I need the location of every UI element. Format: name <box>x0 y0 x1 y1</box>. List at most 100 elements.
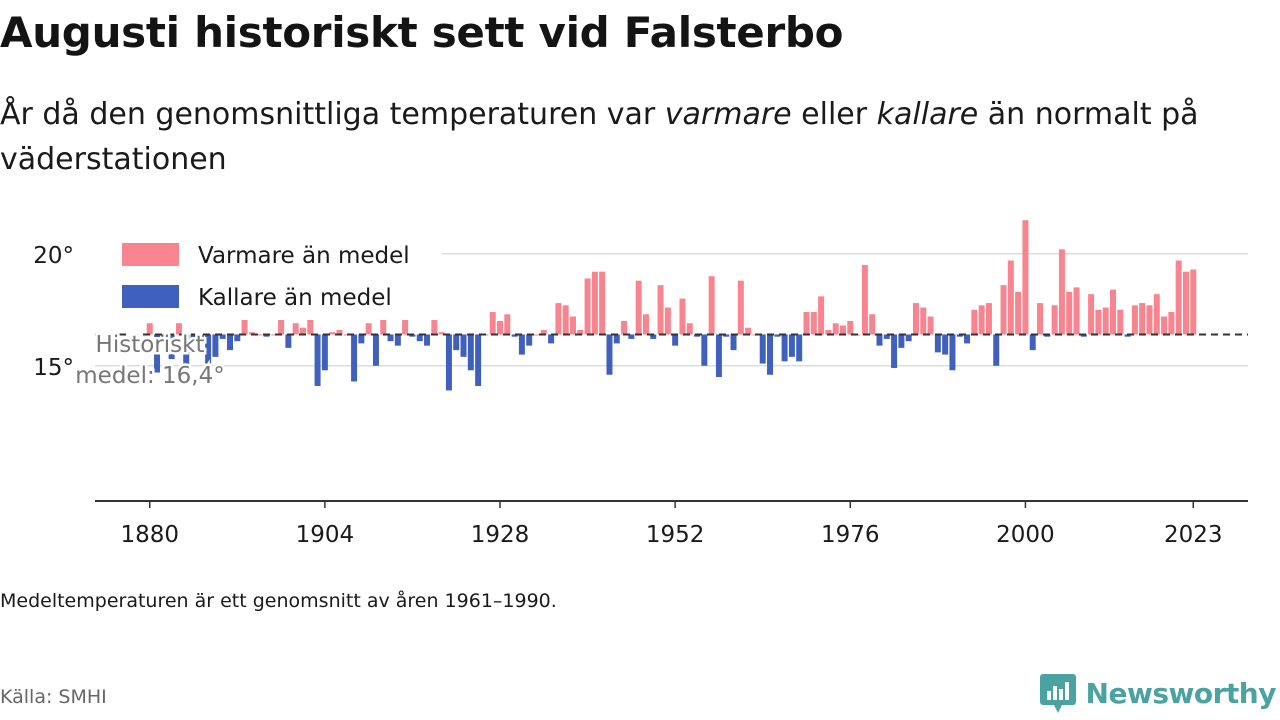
bar-cold <box>394 334 401 346</box>
bar-warm <box>336 329 343 335</box>
bar-cold <box>1044 334 1051 337</box>
bar-cold <box>796 334 803 362</box>
bar-cold <box>219 334 226 339</box>
bar-warm <box>1073 287 1080 335</box>
bar-warm <box>679 298 686 335</box>
bar-cold <box>1080 334 1087 337</box>
bar-warm <box>1117 309 1124 335</box>
bar-warm <box>555 303 562 335</box>
bar-cold <box>774 334 781 337</box>
bar-cold <box>788 334 795 357</box>
bar-warm <box>657 285 664 335</box>
bar-cold <box>694 334 701 337</box>
bar-warm <box>745 327 752 335</box>
bar-warm <box>584 278 591 335</box>
bar-warm <box>664 307 671 335</box>
bar-cold <box>759 334 766 364</box>
bar-warm <box>599 271 606 335</box>
bar-warm <box>1139 303 1146 335</box>
x-tick-label: 1952 <box>646 522 705 548</box>
bar-warm <box>971 309 978 335</box>
bar-cold <box>650 334 657 339</box>
bar-warm <box>146 323 153 335</box>
bar-cold <box>321 334 328 371</box>
bar-cold <box>409 334 416 337</box>
x-tick-label: 1904 <box>296 522 355 548</box>
bar-warm <box>248 332 255 335</box>
bar-cold <box>1029 334 1036 351</box>
bar-cold <box>905 334 912 342</box>
temperature-bar-chart: 1880 1904 1928 1952 1976 2000 2023 15° 20° Varm… <box>33 220 1248 548</box>
bar-cold <box>453 334 460 351</box>
bar-warm <box>292 323 299 335</box>
bar-warm <box>927 316 934 335</box>
legend-label-cold: Kallare än medel <box>198 285 392 311</box>
legend-label-warm: Varmare än medel <box>198 243 410 269</box>
bar-cold <box>767 334 774 375</box>
bar-warm <box>978 305 985 335</box>
bar-warm <box>533 334 540 336</box>
x-tick-label: 1976 <box>821 522 880 548</box>
bar-warm <box>562 305 569 335</box>
y-axis: 15° 20° <box>33 243 74 381</box>
bar-cold <box>161 334 168 342</box>
bar-cold <box>424 334 431 346</box>
x-tick-label: 1928 <box>471 522 530 548</box>
subtitle-warm-word: varmare <box>664 97 792 132</box>
bar-warm <box>861 265 868 335</box>
bar-warm <box>497 321 504 335</box>
brand-name: Newsworthy <box>1085 676 1277 710</box>
bar-cold <box>314 334 321 386</box>
bar-cold <box>883 334 890 339</box>
bar-warm <box>1182 271 1189 335</box>
bar-cold <box>898 334 905 348</box>
bar-warm <box>686 323 693 335</box>
bar-cold <box>526 334 533 346</box>
bar-cold <box>606 334 613 375</box>
bar-warm <box>1088 294 1095 335</box>
bar-cold <box>358 334 365 344</box>
bar-warm <box>708 276 715 335</box>
bar-warm <box>803 312 810 335</box>
bar-warm <box>343 334 350 336</box>
bar-cold <box>548 334 555 344</box>
bar-cold <box>460 334 467 357</box>
subtitle-text: År då den genomsnittliga temperaturen va… <box>0 97 665 132</box>
bar-cold <box>1124 334 1131 337</box>
bar-cold <box>730 334 737 351</box>
bar-cold <box>285 334 292 348</box>
source-label: Källa: SMHI <box>0 686 107 708</box>
bar-cold <box>183 334 190 369</box>
bar-warm <box>1095 309 1102 335</box>
x-tick-label: 2023 <box>1164 522 1223 548</box>
legend-swatch-cold <box>122 285 179 308</box>
y-tick-label: 20° <box>33 243 74 269</box>
bar-cold <box>934 334 941 353</box>
brand-logo: Newsworthy <box>1039 672 1277 714</box>
bar-cold <box>715 334 722 377</box>
bar-cold <box>154 334 161 373</box>
bar-warm <box>1007 260 1014 335</box>
bar-warm <box>1146 305 1153 335</box>
bar-warm <box>569 316 576 335</box>
chart-title: Augusti historiskt sett vid Falsterbo <box>0 8 844 57</box>
bar-cold <box>467 334 474 371</box>
bar-warm <box>577 329 584 335</box>
bar-cold <box>351 334 358 382</box>
bar-cold <box>387 334 394 342</box>
bar-warm <box>1110 289 1116 335</box>
bar-warm <box>329 332 336 335</box>
bar-warm <box>621 321 628 335</box>
bar-warm <box>1000 285 1007 335</box>
bar-cold <box>993 334 1000 366</box>
bar-warm <box>1102 307 1109 335</box>
bar-warm <box>540 329 547 335</box>
bar-warm <box>1168 312 1175 335</box>
legend: Varmare än medel Kallare än medel <box>82 232 442 320</box>
bar-warm <box>175 323 182 335</box>
bar-cold <box>964 334 971 344</box>
bar-warm <box>591 271 598 335</box>
bar-cold <box>672 334 679 346</box>
bar-warm <box>1131 305 1138 335</box>
bar-cold <box>190 334 197 342</box>
